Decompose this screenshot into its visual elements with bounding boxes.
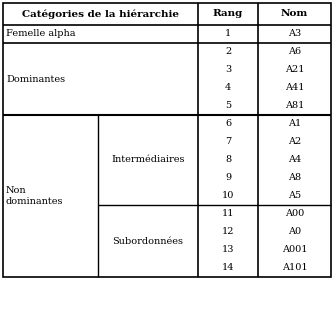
- Text: A6: A6: [288, 48, 301, 56]
- Text: 1: 1: [225, 30, 231, 39]
- Text: A1: A1: [288, 119, 301, 128]
- Text: 7: 7: [225, 137, 231, 146]
- Text: 13: 13: [222, 246, 234, 255]
- Text: A001: A001: [282, 246, 307, 255]
- Text: A101: A101: [282, 264, 307, 273]
- Text: Rang: Rang: [213, 10, 243, 19]
- Text: Intermédiaires: Intermédiaires: [111, 155, 185, 164]
- Text: 4: 4: [225, 83, 231, 92]
- Text: A41: A41: [285, 83, 304, 92]
- Text: A0: A0: [288, 228, 301, 237]
- Text: A3: A3: [288, 30, 301, 39]
- Text: 11: 11: [222, 210, 234, 219]
- Text: 6: 6: [225, 119, 231, 128]
- Text: 3: 3: [225, 65, 231, 74]
- Text: A81: A81: [285, 101, 304, 110]
- Text: A00: A00: [285, 210, 304, 219]
- Text: 2: 2: [225, 48, 231, 56]
- Text: 12: 12: [222, 228, 234, 237]
- Text: A8: A8: [288, 173, 301, 183]
- Text: Dominantes: Dominantes: [6, 74, 65, 83]
- Text: Subordonnées: Subordonnées: [113, 237, 183, 246]
- Text: A2: A2: [288, 137, 301, 146]
- Text: 14: 14: [222, 264, 234, 273]
- Text: A5: A5: [288, 192, 301, 201]
- Text: A21: A21: [285, 65, 304, 74]
- Text: 9: 9: [225, 173, 231, 183]
- Text: 10: 10: [222, 192, 234, 201]
- Text: Nom: Nom: [281, 10, 308, 19]
- Bar: [3, 3, 331, 277]
- Text: A4: A4: [288, 155, 301, 164]
- Text: Femelle alpha: Femelle alpha: [6, 30, 75, 39]
- Text: Non
dominantes: Non dominantes: [6, 186, 63, 206]
- Text: Catégories de la hiérarchie: Catégories de la hiérarchie: [22, 9, 179, 19]
- Text: 8: 8: [225, 155, 231, 164]
- Text: 5: 5: [225, 101, 231, 110]
